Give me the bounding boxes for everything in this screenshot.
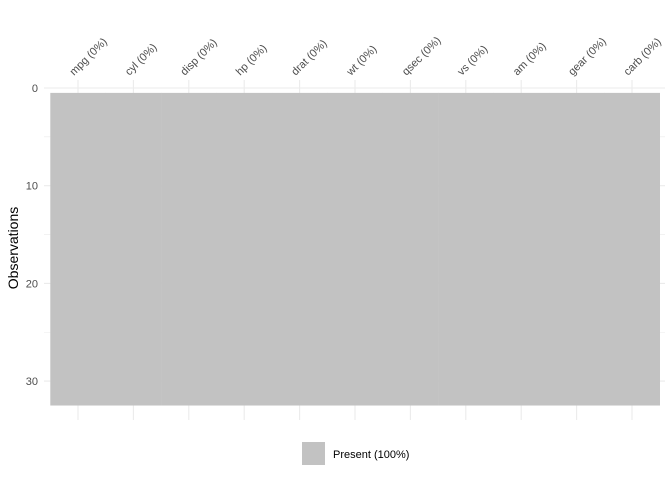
- x-tick-label: mpg (0%): [68, 36, 110, 78]
- x-tick-label: carb (0%): [622, 36, 664, 78]
- column-disp: [161, 92, 217, 406]
- y-axis-label: Observations: [5, 207, 21, 289]
- y-tick-labels: 0 10 20 30: [26, 83, 38, 388]
- x-tick-label: vs (0%): [455, 43, 490, 78]
- column-gear: [548, 92, 605, 406]
- legend-key-present: [302, 442, 325, 465]
- x-tick-label: disp (0%): [178, 37, 219, 78]
- column-vs: [438, 92, 494, 406]
- x-tick-label: wt (0%): [344, 43, 380, 79]
- x-tick-label: hp (0%): [234, 42, 270, 78]
- column-wt: [327, 92, 383, 406]
- x-tick-label: gear (0%): [566, 35, 609, 78]
- column-carb: [604, 92, 660, 406]
- column-mpg: [50, 92, 106, 406]
- column-drat: [271, 92, 328, 406]
- y-tick-label: 0: [32, 83, 38, 95]
- legend-label-present: Present (100%): [333, 449, 409, 461]
- x-tick-label: cyl (0%): [123, 42, 160, 79]
- column-am: [493, 92, 550, 406]
- raster: [50, 92, 660, 406]
- column-cyl: [105, 92, 162, 406]
- x-tick-label: qsec (0%): [400, 35, 444, 79]
- column-qsec: [382, 92, 439, 406]
- x-tick-label: am (0%): [511, 40, 549, 78]
- x-tick-labels: mpg (0%) cyl (0%) disp (0%) hp (0%) drat (0%…: [68, 35, 664, 79]
- x-tick-label: drat (0%): [289, 38, 329, 78]
- column-hp: [216, 92, 273, 406]
- y-tick-label: 10: [26, 181, 38, 193]
- y-tick-label: 20: [26, 278, 38, 290]
- y-tick-label: 30: [26, 376, 38, 388]
